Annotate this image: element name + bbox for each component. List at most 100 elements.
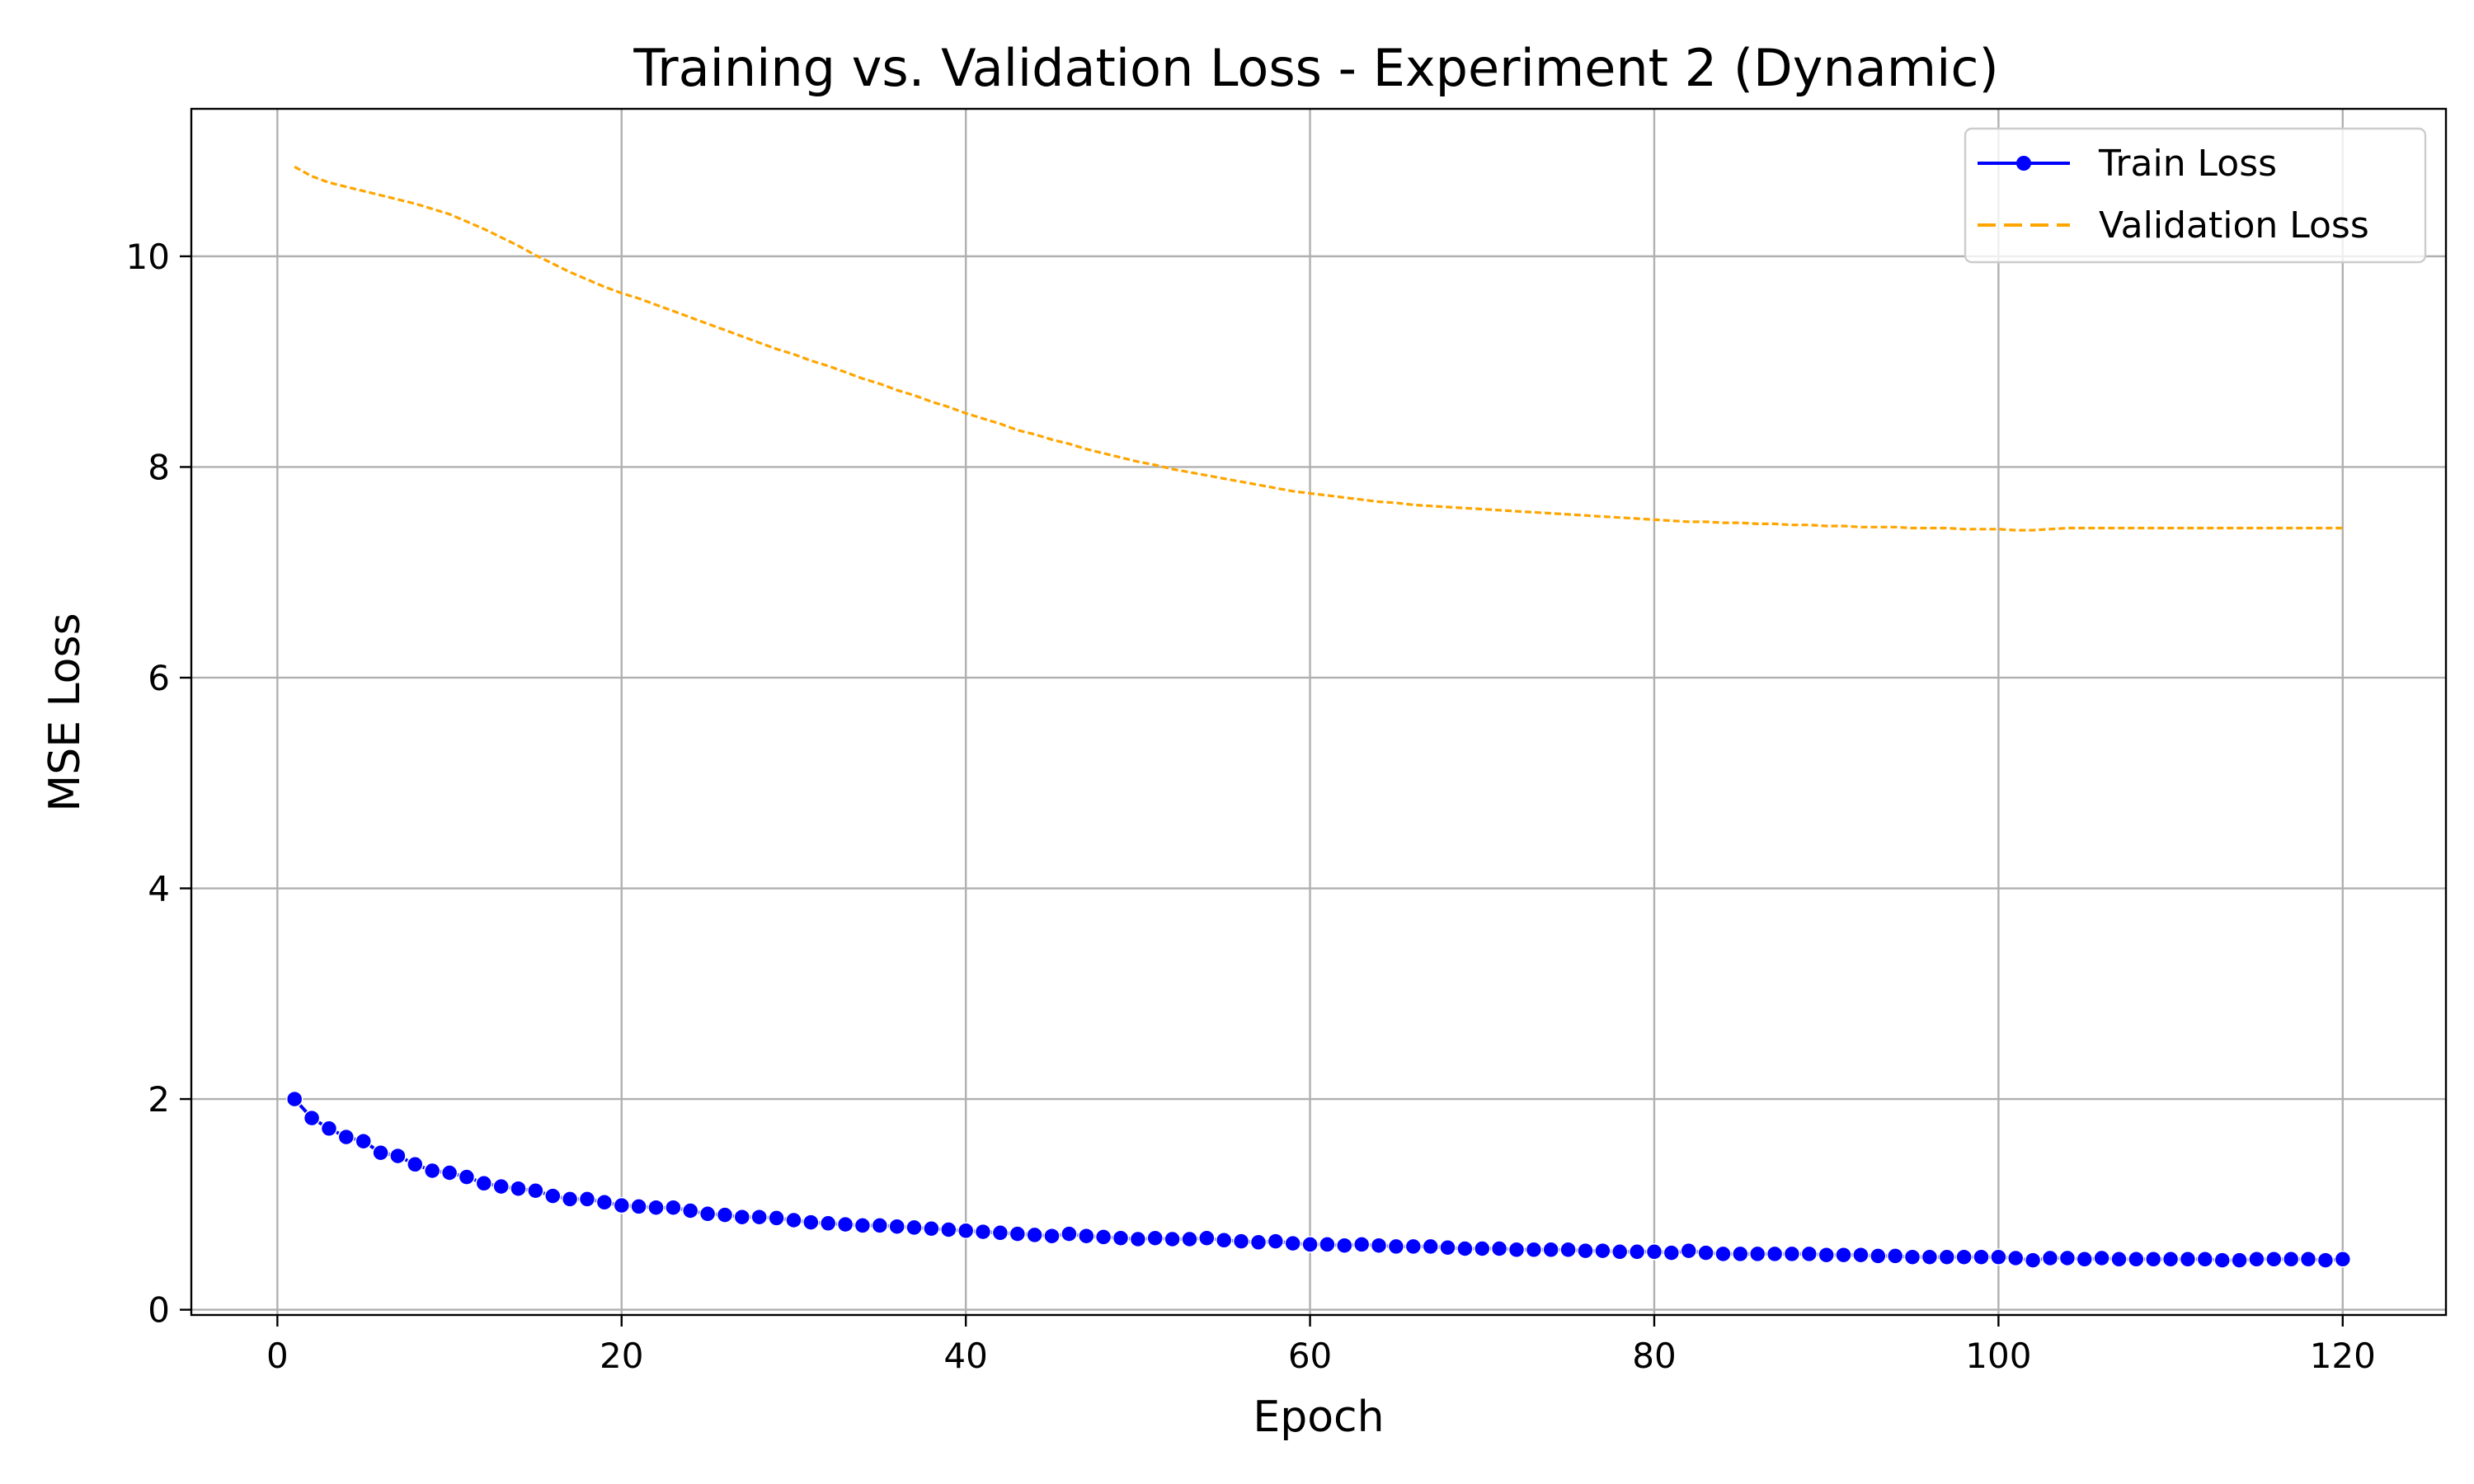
train-loss-point <box>957 1222 975 1240</box>
train-loss-point <box>1026 1226 1043 1244</box>
train-loss-point <box>1232 1233 1250 1250</box>
train-loss-point <box>2093 1249 2110 1267</box>
y-tick-label: 8 <box>148 447 170 487</box>
train-loss-point <box>802 1214 820 1231</box>
axis-ticks: 0 20 40 60 80 100 120 0 2 4 6 8 10 <box>126 237 2376 1376</box>
train-loss-point <box>1990 1248 2007 1266</box>
x-tick-label: 80 <box>1632 1336 1676 1376</box>
train-loss-point <box>2179 1251 2197 1268</box>
train-loss-point <box>389 1147 407 1165</box>
x-axis-label: Epoch <box>1253 1392 1384 1442</box>
train-loss-point <box>492 1177 510 1195</box>
train-loss-point <box>2299 1251 2317 1268</box>
train-loss-point <box>595 1194 614 1211</box>
train-loss-point <box>544 1187 562 1205</box>
train-loss-point <box>1439 1238 1456 1256</box>
train-loss-point <box>888 1218 905 1235</box>
train-loss-point <box>1198 1229 1216 1247</box>
train-loss-point <box>819 1214 837 1233</box>
train-loss-point <box>1697 1244 1714 1261</box>
train-loss-point <box>2282 1251 2300 1268</box>
train-loss-point <box>665 1199 682 1216</box>
train-loss-point <box>372 1144 389 1162</box>
chart-title: Training vs. Validation Loss - Experimen… <box>633 38 1998 98</box>
validation-loss-line <box>294 165 2343 532</box>
legend-validation-label: Validation Loss <box>2099 204 2369 247</box>
train-loss-point <box>1973 1248 1990 1266</box>
train-loss-point <box>1903 1248 1921 1266</box>
legend: Train Loss Validation Loss <box>1964 127 2427 264</box>
train-loss-point <box>1955 1248 1973 1266</box>
x-tick-label: 120 <box>2310 1336 2376 1376</box>
train-loss-point <box>2128 1251 2145 1268</box>
train-loss-point <box>475 1175 493 1192</box>
train-loss-point <box>1559 1241 1577 1259</box>
train-loss-point <box>1611 1243 1629 1261</box>
train-loss-point <box>1284 1234 1301 1252</box>
train-loss-point <box>836 1215 854 1233</box>
train-loss-point <box>1680 1242 1697 1260</box>
train-loss-point <box>2196 1251 2214 1268</box>
train-loss-point <box>407 1156 424 1173</box>
train-loss-point <box>750 1208 768 1226</box>
y-tick-label: 6 <box>148 658 170 698</box>
x-tick-label: 20 <box>600 1336 643 1376</box>
train-loss-point <box>647 1199 665 1216</box>
train-loss-point <box>303 1109 321 1127</box>
train-loss-point <box>2334 1251 2352 1268</box>
train-loss-point <box>1835 1246 1852 1264</box>
train-loss-point <box>1748 1245 1766 1263</box>
train-loss-point <box>1319 1236 1336 1253</box>
train-loss-point <box>1594 1242 1611 1260</box>
train-loss-point <box>527 1181 544 1200</box>
train-loss-point <box>1456 1240 1474 1257</box>
train-loss-point <box>2144 1251 2162 1268</box>
legend-train-marker <box>2016 156 2031 171</box>
x-tick-label: 60 <box>1288 1336 1332 1376</box>
train-loss-point <box>285 1090 303 1108</box>
train-loss-point <box>1921 1248 1939 1266</box>
train-loss-point <box>2161 1251 2180 1268</box>
train-loss-point <box>1628 1243 1646 1261</box>
train-loss-point <box>1474 1240 1491 1257</box>
train-loss-point <box>2248 1251 2265 1268</box>
x-tick-label: 0 <box>266 1336 289 1376</box>
train-loss-point <box>1800 1245 1818 1263</box>
train-loss-point <box>1525 1241 1543 1259</box>
train-loss-point <box>578 1190 596 1208</box>
train-loss-point <box>423 1162 441 1180</box>
train-loss-point <box>923 1219 940 1237</box>
train-loss-point <box>440 1164 459 1181</box>
train-loss-point <box>2265 1251 2283 1268</box>
train-loss-point <box>1267 1233 1285 1250</box>
y-tick-label: 4 <box>148 869 170 909</box>
train-loss-point <box>1249 1233 1268 1252</box>
train-loss-point <box>991 1224 1009 1242</box>
train-loss-point <box>871 1217 889 1234</box>
train-loss-point <box>1870 1247 1887 1265</box>
train-loss-point <box>1852 1246 1870 1264</box>
y-tick-label: 10 <box>126 237 170 277</box>
y-tick-label: 2 <box>148 1079 170 1120</box>
train-loss-point <box>1404 1237 1423 1256</box>
train-loss-point <box>1507 1241 1526 1259</box>
train-loss-point <box>1370 1237 1388 1254</box>
train-loss-point <box>613 1196 631 1214</box>
train-loss-point <box>1663 1244 1681 1261</box>
train-loss-point <box>1818 1246 1835 1264</box>
legend-train-label: Train Loss <box>2098 143 2277 185</box>
train-loss-point <box>1422 1237 1439 1256</box>
train-loss-point <box>1112 1229 1130 1247</box>
train-loss-point <box>716 1206 734 1223</box>
train-loss-point <box>1129 1230 1147 1248</box>
train-loss-point <box>1783 1245 1801 1263</box>
train-loss-point <box>2231 1252 2248 1269</box>
train-loss-point <box>630 1198 647 1215</box>
x-tick-label: 100 <box>1965 1336 2031 1376</box>
train-loss-point <box>2076 1251 2093 1268</box>
train-loss-point <box>698 1205 717 1223</box>
y-tick-label: 0 <box>148 1290 170 1331</box>
train-loss-point <box>1336 1237 1353 1254</box>
train-loss-point <box>905 1219 923 1237</box>
